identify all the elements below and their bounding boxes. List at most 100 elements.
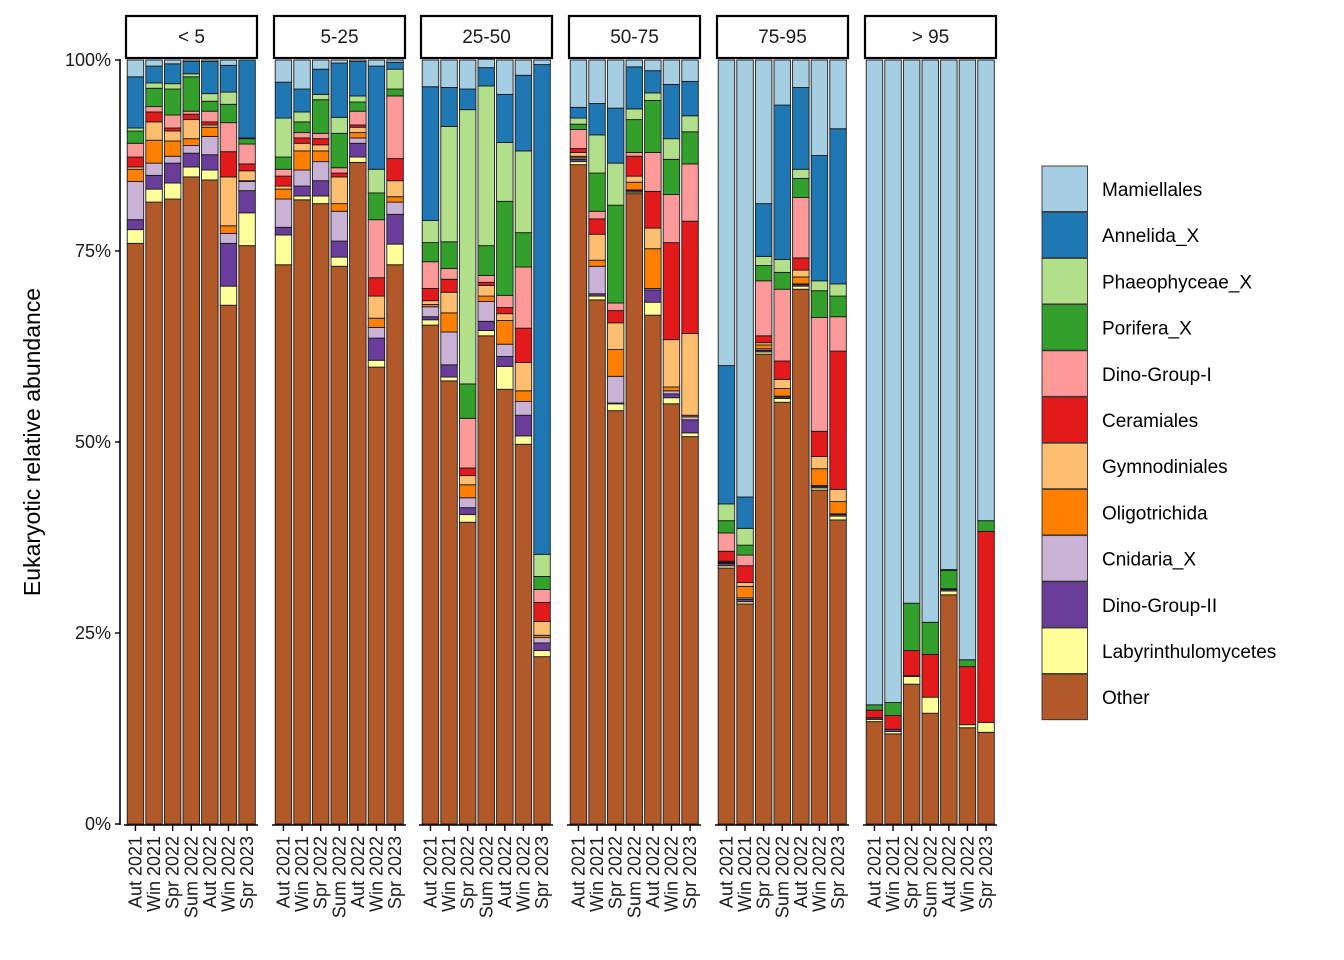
bar-segment-ceramiales [810, 430, 829, 457]
bar-segment-porifera-x [219, 103, 238, 124]
bar-segment-phaeophyceae-x [219, 91, 238, 105]
y-tick-label: 0% [85, 814, 111, 834]
x-tick-label: Spr 2023 [976, 836, 996, 909]
bar-segment-gymnodiniales [163, 130, 182, 142]
stacked-bar [274, 59, 293, 825]
bar-segment-phaeophyceae-x [588, 134, 606, 174]
bar-segment-annelida-x [293, 88, 311, 113]
bar-segment-dino-group-i [533, 589, 551, 603]
bar-segment-ceramiales [458, 467, 477, 477]
legend-label: Dino-Group-I [1102, 365, 1212, 386]
bar-segment-dino-group-i [311, 132, 330, 140]
x-tick-label: Sum 2022 [181, 836, 201, 918]
bar-segment-ceramiales [754, 335, 773, 344]
bar-segment-oligotrichida [644, 248, 662, 289]
bar-segment-phaeophyceae-x [829, 283, 847, 297]
x-tick-label: Aut 2022 [939, 836, 959, 908]
stacked-bar [829, 59, 847, 825]
bar-segment-gymnodiniales [349, 126, 367, 134]
bar-segment-porifera-x [349, 101, 367, 112]
bar-segment-dino-group-i [293, 132, 311, 139]
bar-segment-dino-group-ii [293, 185, 311, 197]
stacked-bar [219, 59, 238, 825]
bar-segment-oligotrichida [754, 344, 773, 350]
bar-segment-dino-group-i [145, 106, 163, 113]
bar-segment-other [958, 727, 977, 825]
bar-segment-ceramiales [477, 281, 495, 286]
bar-segment-porifera-x [606, 204, 625, 304]
bar-segment-porifera-x [681, 131, 699, 165]
bar-segment-mamiellales [681, 59, 699, 82]
stacked-bar [440, 59, 458, 825]
bar-segment-dino-group-ii [644, 289, 662, 303]
bar-segment-ceramiales [514, 327, 533, 363]
stacked-bar [201, 59, 219, 825]
stacked-bar [662, 59, 681, 825]
bar-segment-cnidaria-x [311, 161, 330, 182]
x-tick-label: Aut 2021 [125, 836, 145, 908]
stacked-bar [349, 59, 367, 825]
bar-segment-ceramiales [163, 127, 182, 132]
bar-segment-phaeophyceae-x [810, 280, 829, 292]
facet-strip-label: 75-95 [758, 27, 807, 48]
bar-segment-cnidaria-x [681, 416, 699, 421]
bar-segment-dino-group-i [810, 317, 829, 432]
stacked-bar [681, 59, 699, 825]
bar-segment-mamiellales [810, 59, 829, 156]
bar-segment-other [736, 603, 754, 825]
bar-segment-cnidaria-x [386, 201, 404, 215]
bar-segment-phaeophyceae-x [533, 553, 551, 577]
bar-segment-oligotrichida [126, 168, 145, 182]
stacked-bar [977, 59, 995, 825]
stacked-bar [458, 59, 477, 825]
bar-segment-porifera-x [569, 123, 588, 130]
bar-segment-phaeophyceae-x [274, 117, 293, 158]
bar-segment-dino-group-i [792, 197, 810, 259]
facet-strip-label: < 5 [178, 27, 205, 48]
bar-segment-porifera-x [182, 76, 200, 112]
bar-segment-cnidaria-x [440, 331, 458, 366]
bar-segment-porifera-x [625, 119, 643, 153]
bar-segment-ceramiales [311, 138, 330, 146]
bar-segment-labyrinthulomycetes [644, 301, 662, 316]
bar-segment-gymnodiniales [496, 313, 514, 321]
bar-segment-phaeophyceae-x [514, 150, 533, 234]
bar-segment-phaeophyceae-x [644, 92, 662, 101]
bar-segment-cnidaria-x [293, 169, 311, 187]
bar-segment-other [440, 380, 458, 825]
legend-item: Gymnodiniales [1041, 442, 1228, 490]
bar-segment-dino-group-i [606, 302, 625, 312]
bar-segment-porifera-x [884, 702, 902, 716]
bar-segment-porifera-x [440, 241, 458, 270]
stacked-bar [717, 59, 736, 825]
bar-segment-dino-group-ii [349, 142, 367, 158]
bar-segment-other [386, 264, 404, 825]
bar-segment-gymnodiniales [458, 475, 477, 486]
bar-segment-mamiellales [367, 59, 386, 67]
bar-segment-dino-group-i [330, 167, 348, 174]
bar-segment-oligotrichida [477, 295, 495, 302]
bar-segment-labyrinthulomycetes [274, 234, 293, 266]
bar-segment-gymnodiniales [367, 295, 386, 319]
bar-segment-cnidaria-x [514, 401, 533, 416]
x-tick-label: Aut 2022 [200, 836, 220, 908]
bar-segment-annelida-x [330, 62, 348, 118]
bar-segment-porifera-x [865, 704, 884, 711]
bar-segment-cnidaria-x [458, 497, 477, 509]
bar-segment-labyrinthulomycetes [163, 182, 182, 200]
bar-segment-dino-group-i [163, 114, 182, 129]
bar-segment-ceramiales [588, 218, 606, 235]
bar-segment-mamiellales [884, 59, 902, 703]
bar-segment-labyrinthulomycetes [902, 676, 921, 685]
stacked-bar [625, 59, 643, 825]
x-tick-label: Spr 2023 [237, 836, 257, 909]
bar-segment-mamiellales [201, 59, 219, 62]
bar-segment-porifera-x [496, 200, 514, 296]
bar-segment-gymnodiniales [606, 322, 625, 351]
bar-segment-labyrinthulomycetes [533, 650, 551, 658]
x-tick-label: Win 2021 [587, 836, 607, 912]
legend-item: Dino-Group-II [1041, 581, 1217, 628]
bar-segment-oligotrichida [349, 132, 367, 139]
